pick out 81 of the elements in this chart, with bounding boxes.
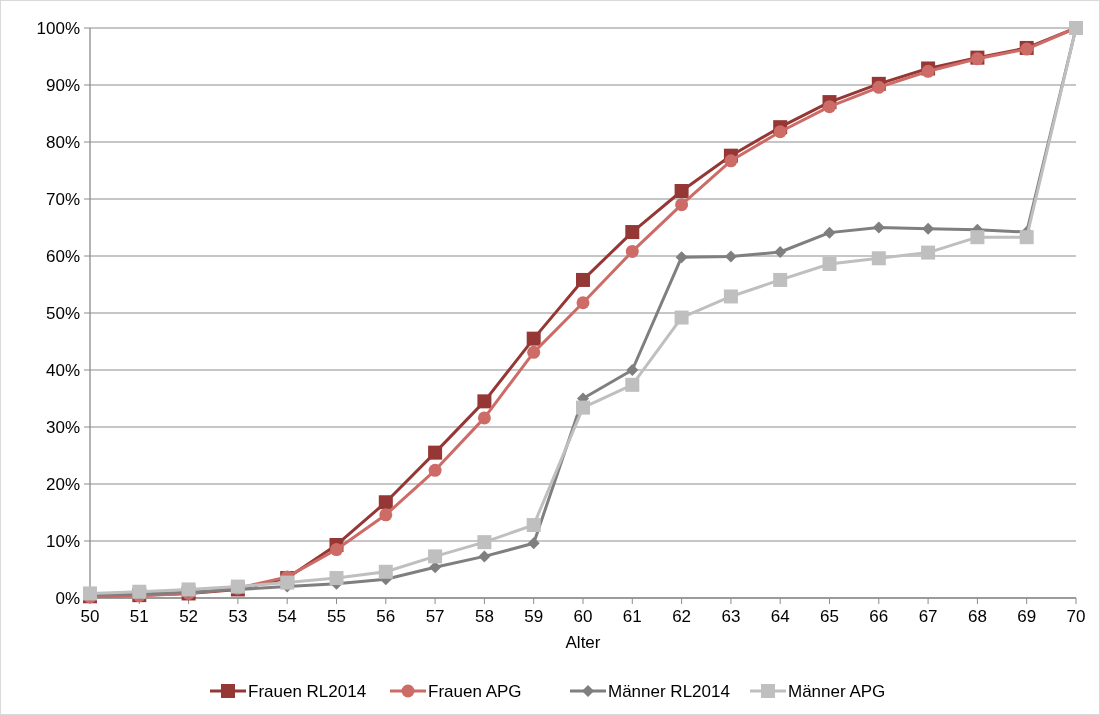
point	[625, 244, 639, 258]
point	[478, 550, 491, 563]
y-tick-label: 0%	[55, 588, 80, 608]
x-tick-label: 58	[474, 607, 494, 626]
point	[329, 571, 344, 586]
point	[379, 508, 393, 522]
legend-label: Frauen APG	[428, 681, 522, 701]
point	[330, 543, 343, 557]
point	[576, 272, 590, 287]
x-tick-label: 57	[425, 607, 445, 626]
point	[674, 184, 689, 199]
point	[723, 289, 738, 304]
point	[724, 154, 738, 168]
point	[477, 535, 492, 550]
point	[576, 400, 590, 415]
point	[773, 125, 787, 139]
point	[872, 80, 886, 94]
x-tick-label: 55	[327, 607, 346, 626]
point	[428, 549, 443, 564]
point	[970, 230, 985, 245]
y-tick-label: 10%	[45, 531, 80, 551]
point	[1019, 230, 1034, 245]
x-tick-label: 56	[376, 607, 396, 626]
x-tick-label: 65	[820, 607, 839, 626]
y-tick-label: 30%	[45, 417, 80, 437]
x-tick-label: 64	[770, 607, 790, 626]
point	[823, 100, 836, 114]
point	[871, 251, 886, 266]
x-tick-label: 53	[228, 607, 248, 626]
point	[378, 495, 393, 510]
y-tick-label: 90%	[45, 75, 80, 95]
point	[477, 394, 492, 409]
point	[675, 251, 688, 264]
point	[625, 225, 640, 240]
x-tick-label: 69	[1017, 607, 1037, 626]
point	[132, 584, 147, 599]
point	[576, 296, 590, 310]
x-tick-label: 54	[277, 607, 297, 626]
y-tick-label: 60%	[45, 246, 80, 266]
point	[675, 198, 689, 212]
x-tick-label: 70	[1066, 607, 1086, 626]
point	[527, 537, 540, 550]
x-axis-title: Alter	[565, 633, 601, 652]
x-tick-label: 67	[918, 607, 938, 626]
point	[526, 518, 541, 533]
x-tick-label: 60	[573, 607, 593, 626]
y-tick-label: 70%	[45, 189, 80, 209]
x-tick-label: 62	[672, 607, 692, 626]
legend-label: Männer APG	[788, 681, 886, 701]
point	[378, 564, 393, 579]
point	[526, 331, 541, 346]
point	[774, 246, 787, 259]
point	[823, 226, 836, 239]
point	[477, 411, 491, 425]
legend-label: Frauen RL2014	[248, 681, 367, 701]
point	[280, 575, 295, 590]
x-tick-label: 59	[524, 607, 544, 626]
x-tick-label: 51	[129, 607, 149, 626]
point	[626, 364, 639, 376]
point	[181, 582, 196, 597]
x-tick-label: 63	[721, 607, 741, 626]
y-tick-label: 80%	[45, 132, 80, 152]
point	[773, 272, 788, 287]
point	[527, 345, 541, 359]
point	[674, 310, 689, 325]
x-tick-label: 52	[179, 607, 199, 626]
y-tick-label: 50%	[45, 303, 80, 323]
x-tick-label: 50	[80, 607, 100, 626]
x-tick-label: 68	[967, 607, 987, 626]
x-tick-label: 61	[622, 607, 642, 626]
legend-label: Männer RL2014	[608, 681, 730, 701]
y-tick-label: 20%	[45, 474, 80, 494]
point	[625, 377, 640, 392]
point	[872, 221, 885, 234]
x-tick-label: 66	[869, 607, 889, 626]
point	[428, 463, 442, 477]
y-tick-label: 100%	[36, 18, 80, 38]
point	[822, 256, 837, 271]
point	[428, 445, 443, 460]
point	[921, 245, 936, 260]
y-tick-label: 40%	[45, 360, 80, 380]
